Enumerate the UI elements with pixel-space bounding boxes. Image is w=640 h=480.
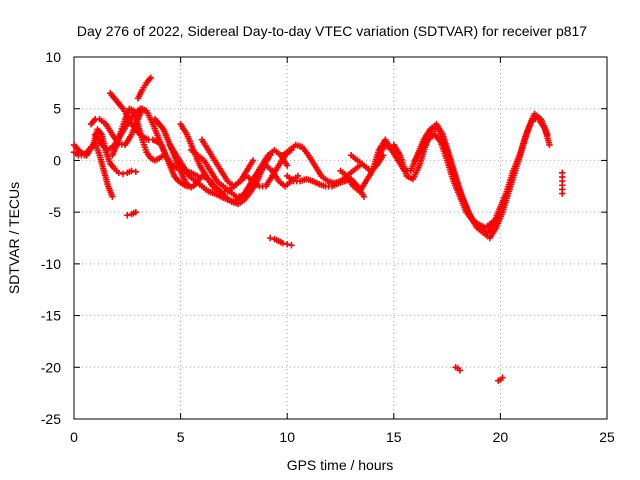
- x-tick-label: 25: [599, 429, 615, 445]
- series-arc-06: [107, 90, 195, 191]
- x-tick-label: 5: [177, 429, 185, 445]
- data-point: [128, 167, 135, 174]
- y-tick-label: 5: [53, 101, 61, 117]
- data-point: [124, 212, 131, 219]
- x-axis-label: GPS time / hours: [287, 457, 394, 473]
- series-arc-23: [495, 374, 506, 384]
- data-point: [294, 172, 302, 180]
- data-point: [249, 157, 257, 164]
- grid-lines: [74, 57, 607, 419]
- series-arc-13: [198, 136, 257, 190]
- y-tick-label: -20: [41, 359, 61, 375]
- data-point: [109, 193, 116, 200]
- x-tick-label: 10: [279, 429, 295, 445]
- data-point: [266, 234, 274, 242]
- data-point: [456, 367, 464, 374]
- data-point: [544, 131, 551, 138]
- series-arc-24: [559, 169, 566, 197]
- y-tick-label: -15: [41, 308, 61, 324]
- plot-frame: [73, 56, 608, 420]
- x-tick-label: 20: [493, 429, 509, 445]
- series-arc-08: [134, 74, 154, 102]
- x-tick-label: 15: [386, 429, 402, 445]
- data-point: [559, 190, 566, 197]
- chart-title: Day 276 of 2022, Sidereal Day-to-day VTE…: [77, 23, 587, 39]
- series-arc-21: [411, 131, 502, 231]
- series-arc-22: [452, 364, 464, 374]
- series-arc-12: [188, 146, 291, 200]
- data-point: [284, 162, 291, 169]
- data-point: [499, 374, 506, 381]
- series-arc-11: [177, 121, 274, 208]
- data-points: [70, 74, 566, 384]
- y-tick-label: 0: [53, 152, 61, 168]
- y-tick-label: -10: [41, 256, 61, 272]
- data-point: [495, 214, 502, 221]
- y-tick-label: -25: [41, 411, 61, 427]
- data-point: [284, 241, 291, 248]
- data-point: [288, 242, 295, 249]
- y-axis-label: SDTVAR / TECUs: [6, 182, 22, 294]
- data-point: [279, 239, 287, 247]
- axis-tick-labels: 0 5 10 15 20 25 -25 -20 -15 -10 -5 0 5 10: [41, 49, 615, 445]
- x-tick-label: 0: [70, 429, 78, 445]
- y-tick-label: -5: [49, 204, 62, 220]
- series-arc-14: [266, 234, 295, 249]
- data-point: [546, 141, 553, 149]
- axis-ticks: [73, 56, 608, 420]
- data-point: [132, 168, 140, 176]
- series-arc-02: [70, 140, 116, 200]
- data-point: [360, 193, 368, 200]
- data-point: [132, 208, 140, 216]
- data-point: [115, 169, 122, 177]
- y-tick-label: 10: [45, 49, 61, 65]
- data-point: [119, 170, 127, 178]
- series-arc-07: [124, 208, 140, 219]
- data-point: [147, 74, 154, 81]
